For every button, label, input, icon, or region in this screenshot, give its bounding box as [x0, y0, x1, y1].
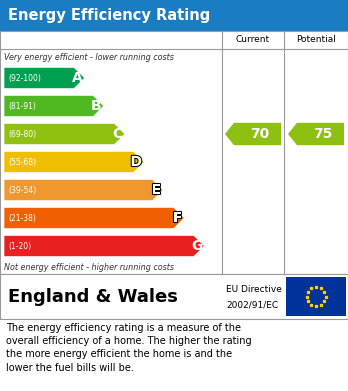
Text: England & Wales: England & Wales: [8, 287, 178, 305]
Polygon shape: [4, 235, 204, 256]
Text: EU Directive: EU Directive: [226, 285, 282, 294]
Text: 2002/91/EC: 2002/91/EC: [226, 300, 278, 309]
Bar: [0, 0, 348, 31]
Text: (21-38): (21-38): [8, 213, 36, 222]
Text: Energy Efficiency Rating: Energy Efficiency Rating: [8, 8, 210, 23]
Bar: [0, 274, 348, 319]
Text: C: C: [113, 127, 123, 141]
Polygon shape: [225, 123, 281, 145]
Polygon shape: [4, 67, 85, 89]
Text: Potential: Potential: [296, 36, 336, 45]
Text: Very energy efficient - lower running costs: Very energy efficient - lower running co…: [4, 52, 174, 61]
Text: D: D: [130, 155, 142, 169]
Text: E: E: [151, 183, 161, 197]
Text: A: A: [72, 71, 82, 85]
Text: (55-68): (55-68): [8, 158, 36, 167]
Text: 75: 75: [313, 127, 333, 141]
Text: Current: Current: [236, 36, 270, 45]
Text: (39-54): (39-54): [8, 185, 36, 194]
Text: B: B: [91, 99, 102, 113]
Text: F: F: [173, 211, 182, 225]
Polygon shape: [288, 123, 344, 145]
Text: (69-80): (69-80): [8, 129, 36, 138]
Bar: [0, 31, 348, 274]
Polygon shape: [4, 123, 125, 145]
Text: (92-100): (92-100): [8, 74, 41, 83]
Polygon shape: [4, 151, 144, 173]
Text: Not energy efficient - higher running costs: Not energy efficient - higher running co…: [4, 264, 174, 273]
Text: (1-20): (1-20): [8, 242, 31, 251]
Text: (81-91): (81-91): [8, 102, 36, 111]
Bar: [286, 277, 346, 316]
Text: 70: 70: [250, 127, 270, 141]
Text: The energy efficiency rating is a measure of the
overall efficiency of a home. T: The energy efficiency rating is a measur…: [6, 323, 252, 373]
Polygon shape: [4, 207, 184, 229]
Polygon shape: [4, 95, 104, 117]
Polygon shape: [4, 179, 163, 201]
Text: G: G: [191, 239, 203, 253]
